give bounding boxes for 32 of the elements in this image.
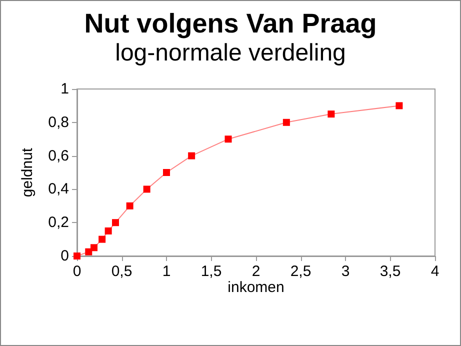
point xyxy=(90,244,98,252)
x-tick-label: 3,5 xyxy=(380,263,401,280)
point xyxy=(163,169,170,176)
x-tick-label: 4 xyxy=(430,263,440,280)
y-tick-label: 0,2 xyxy=(48,214,69,232)
x-axis-title: inkomen xyxy=(228,278,284,296)
x-tick-label: 3 xyxy=(341,263,350,280)
x-tick-label: 0 xyxy=(72,263,82,280)
point xyxy=(224,136,232,143)
point xyxy=(85,248,92,256)
point xyxy=(126,202,134,210)
y-tick-label: 0,6 xyxy=(48,147,69,164)
point xyxy=(143,186,150,193)
point xyxy=(396,102,403,110)
x-tick-label: 2 xyxy=(252,263,260,280)
chart-subtitle: log-normale verdeling xyxy=(115,40,346,66)
x-tick-label: 2,5 xyxy=(290,263,312,280)
point xyxy=(328,110,335,118)
point xyxy=(98,236,106,243)
x-tick-label: 1 xyxy=(162,263,171,280)
point xyxy=(282,118,290,126)
y-tick-label: 0 xyxy=(60,248,69,264)
point xyxy=(104,227,112,234)
x-tick-label: 0,5 xyxy=(111,263,132,280)
point xyxy=(188,152,196,160)
point xyxy=(112,219,119,226)
y-tick-label: 0,4 xyxy=(48,180,69,198)
chart-title: Nut volgens Van Praag xyxy=(84,8,377,38)
y-axis-title: geldnut xyxy=(19,147,36,198)
x-tick-label: 1,5 xyxy=(200,263,222,280)
y-tick-label: 1 xyxy=(60,80,69,98)
y-tick-label: 0,8 xyxy=(48,114,69,131)
